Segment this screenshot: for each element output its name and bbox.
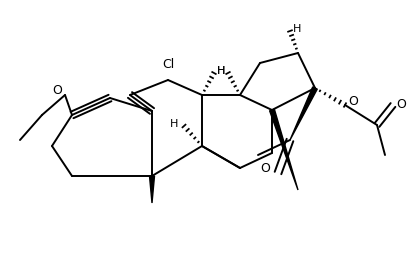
Text: H: H <box>293 24 301 34</box>
Text: H: H <box>217 66 225 76</box>
Text: Cl: Cl <box>162 58 174 71</box>
Text: O: O <box>52 84 62 97</box>
Text: O: O <box>260 162 270 175</box>
Text: H: H <box>217 66 225 76</box>
Polygon shape <box>290 87 317 140</box>
Polygon shape <box>270 109 298 190</box>
Text: O: O <box>396 99 406 111</box>
Text: O: O <box>348 95 358 108</box>
Text: H: H <box>170 119 178 129</box>
Polygon shape <box>150 176 155 203</box>
